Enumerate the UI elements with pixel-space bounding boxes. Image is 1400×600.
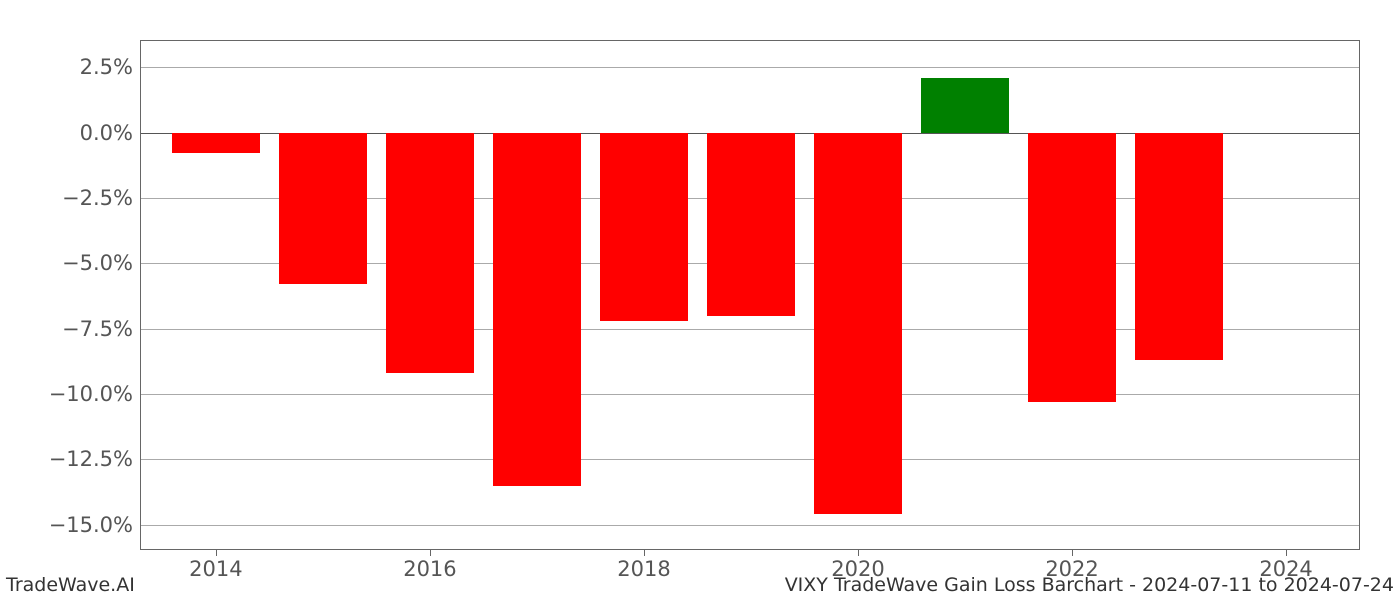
x-tick [430, 549, 431, 556]
grid-line [141, 67, 1359, 68]
bar [814, 133, 902, 515]
bar [1135, 133, 1223, 361]
bar [1028, 133, 1116, 402]
footer-right-text: VIXY TradeWave Gain Loss Barchart - 2024… [785, 574, 1394, 596]
y-tick-label: 0.0% [80, 121, 133, 145]
grid-line [141, 394, 1359, 395]
x-tick-label: 2018 [617, 557, 670, 581]
x-tick [858, 549, 859, 556]
y-tick-label: −10.0% [49, 382, 133, 406]
grid-line [141, 525, 1359, 526]
bar [279, 133, 367, 285]
y-tick-label: −5.0% [62, 251, 133, 275]
y-tick-label: −15.0% [49, 513, 133, 537]
x-tick [216, 549, 217, 556]
footer-left-text: TradeWave.AI [6, 574, 135, 596]
x-tick [1072, 549, 1073, 556]
x-tick [644, 549, 645, 556]
bar [707, 133, 795, 316]
bar [386, 133, 474, 374]
grid-line [141, 459, 1359, 460]
chart-plot-area: −15.0%−12.5%−10.0%−7.5%−5.0%−2.5%0.0%2.5… [140, 40, 1360, 550]
x-tick-label: 2014 [189, 557, 242, 581]
x-tick-label: 2016 [403, 557, 456, 581]
y-tick-label: −2.5% [62, 186, 133, 210]
x-tick [1286, 549, 1287, 556]
bar [493, 133, 581, 486]
y-tick-label: −12.5% [49, 447, 133, 471]
bar [172, 133, 260, 154]
y-tick-label: −7.5% [62, 317, 133, 341]
y-tick-label: 2.5% [80, 55, 133, 79]
bar [921, 78, 1009, 133]
bar [600, 133, 688, 321]
